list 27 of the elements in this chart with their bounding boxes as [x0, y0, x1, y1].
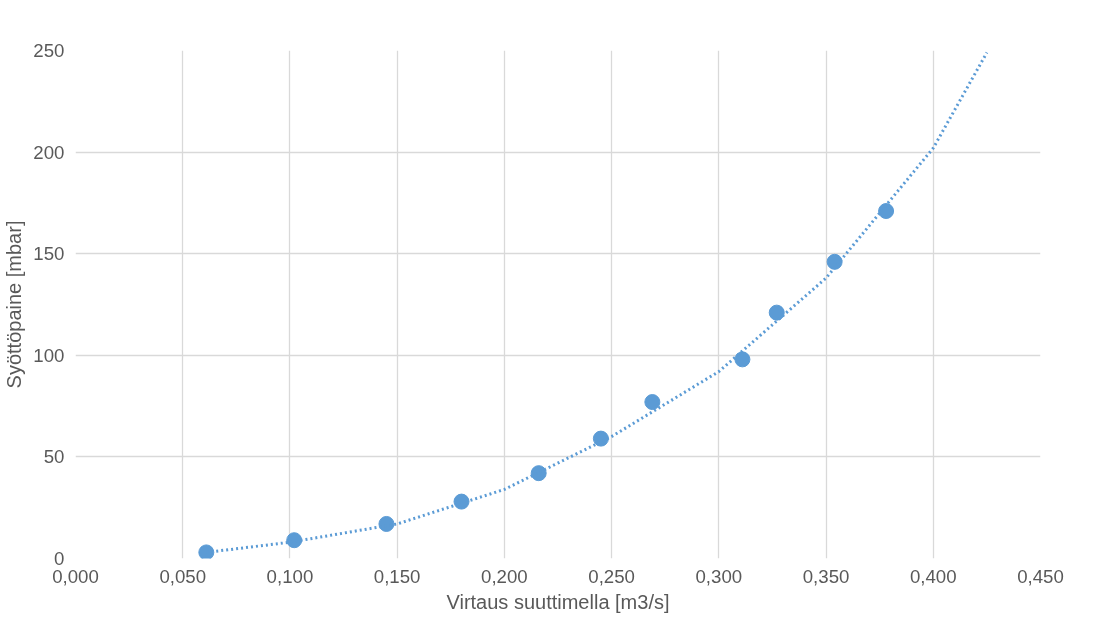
y-tick-label: 50	[43, 446, 65, 468]
x-tick-label: 0,050	[159, 565, 207, 587]
point	[768, 304, 785, 321]
x-tick-label: 0,350	[802, 565, 850, 587]
point	[286, 532, 303, 549]
point	[592, 430, 609, 447]
x-tick-label: 0,400	[909, 565, 957, 587]
y-tick-label: 100	[33, 344, 65, 366]
point	[644, 394, 661, 411]
x-tick-label: 0,200	[481, 565, 528, 587]
x-tick-label: 0,300	[695, 565, 743, 587]
point	[453, 493, 470, 510]
point	[734, 351, 751, 368]
x-tick-label: 0,100	[266, 565, 314, 587]
y-tick-label: 200	[33, 141, 65, 163]
x-tick-label: 0,250	[588, 565, 635, 587]
y-tick-label: 150	[33, 243, 65, 265]
x-tick-label: 0,450	[1017, 565, 1064, 587]
y-axis-title: Syöttöpaine [mbar]	[3, 220, 26, 389]
point	[530, 465, 547, 482]
y-tick-label: 250	[33, 40, 65, 61]
x-tick-label: 0,150	[373, 565, 421, 587]
point	[878, 203, 895, 220]
x-axis-title: Virtaus suuttimella [m3/s]	[446, 590, 670, 613]
point	[826, 253, 843, 270]
point	[378, 515, 395, 532]
point	[198, 544, 215, 559]
